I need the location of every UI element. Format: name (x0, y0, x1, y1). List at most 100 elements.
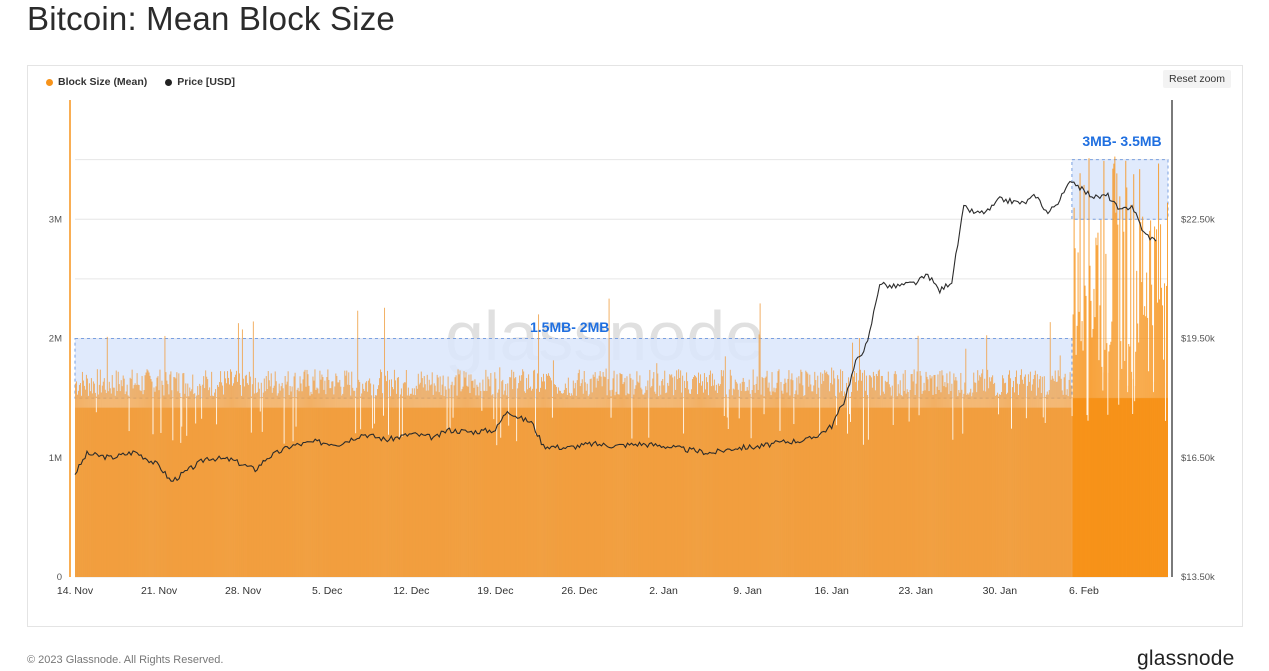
block-size-dip (372, 398, 374, 429)
block-size-bar (308, 385, 310, 577)
block-size-bar (927, 379, 929, 577)
block-size-bar (251, 384, 253, 577)
block-size-bar (388, 379, 390, 577)
y-left-tick-label: 1M (49, 453, 62, 464)
block-size-bar (109, 388, 111, 577)
legend-item-block-size[interactable]: Block Size (Mean) (46, 76, 147, 88)
block-size-bar (567, 377, 569, 577)
block-size-bar (1040, 392, 1042, 577)
block-size-bar (1045, 394, 1047, 577)
block-size-bar (883, 393, 885, 577)
block-size-bar (1020, 369, 1022, 577)
block-size-bar (971, 396, 973, 577)
block-size-bar (1047, 394, 1049, 577)
block-size-dip (998, 398, 1000, 415)
block-size-bar (904, 370, 906, 577)
block-size-bar (728, 389, 730, 577)
block-size-bar (205, 370, 207, 577)
block-size-bar (203, 376, 205, 577)
block-size-bar (815, 380, 817, 577)
block-size-bar (852, 342, 854, 577)
block-size-bar (880, 375, 882, 577)
block-size-bar (112, 387, 114, 577)
block-size-bar (311, 394, 313, 577)
block-size-bar (432, 394, 434, 577)
block-size-bar (457, 369, 459, 577)
block-size-bar (412, 394, 414, 577)
block-size-bar (675, 389, 677, 577)
block-size-bar (907, 392, 909, 577)
block-size-bar (122, 375, 124, 577)
block-size-bar (1008, 374, 1010, 577)
block-size-bar (217, 385, 219, 577)
block-size-bar (780, 381, 782, 577)
block-size-bar (860, 380, 862, 577)
block-size-bar (124, 394, 126, 577)
block-size-bar (817, 375, 819, 577)
block-size-bar (1121, 368, 1123, 577)
block-size-bar (320, 379, 322, 577)
block-size-bar (652, 378, 654, 577)
block-size-bar (176, 372, 178, 577)
block-size-bar (116, 391, 118, 577)
block-size-bar (954, 380, 956, 577)
block-size-bar (616, 374, 618, 577)
block-size-bar (336, 375, 338, 577)
block-size-bar (183, 372, 185, 577)
block-size-bar (316, 387, 318, 577)
block-size-bar (748, 379, 750, 577)
block-size-bar (603, 376, 605, 577)
block-size-bar (208, 390, 210, 577)
block-size-bar (381, 372, 383, 577)
block-size-bar (794, 394, 796, 577)
block-size-bar (641, 389, 643, 577)
block-size-bar (278, 383, 280, 577)
block-size-bar (1056, 381, 1058, 577)
reset-zoom-button[interactable]: Reset zoom (1163, 70, 1231, 88)
block-size-bar (345, 375, 347, 577)
block-size-bar (637, 381, 639, 577)
block-size-bar (756, 376, 758, 577)
block-size-bar (661, 380, 663, 577)
block-size-bar (238, 373, 240, 577)
block-size-bar (475, 395, 477, 577)
block-size-dip (160, 398, 162, 433)
block-size-bar (701, 381, 703, 577)
block-size-bar (925, 371, 927, 577)
block-size-bar (449, 397, 451, 577)
block-size-bar (735, 381, 737, 577)
block-size-bar (1001, 392, 1003, 577)
annotation-label: 3MB- 3.5MB (1082, 133, 1161, 149)
block-size-bar (139, 390, 141, 577)
block-size-bar (121, 386, 123, 577)
chart-legend: Block Size (Mean) Price [USD] (46, 76, 235, 88)
block-size-bar (144, 375, 146, 577)
block-size-dip (918, 398, 920, 416)
block-size-bar (743, 381, 745, 577)
block-size-bar (623, 382, 625, 577)
block-size-bar (110, 393, 112, 577)
block-size-bar (874, 390, 876, 577)
block-size-bar (531, 390, 533, 577)
block-size-bar (930, 378, 932, 577)
block-size-bar (956, 380, 958, 577)
block-size-bar (730, 375, 732, 577)
block-size-bar (1097, 232, 1099, 577)
block-size-bar (440, 395, 442, 577)
block-size-bar (724, 356, 726, 577)
block-size-bar (195, 398, 197, 577)
block-size-bar (706, 382, 708, 577)
block-size-bar (634, 388, 636, 577)
block-size-bar (660, 394, 662, 577)
block-size-bar (1139, 169, 1141, 577)
block-size-bar (187, 383, 189, 577)
block-size-bar (369, 378, 371, 577)
block-size-bar (277, 393, 279, 577)
block-size-bar (444, 386, 446, 577)
block-size-bar (485, 369, 487, 577)
block-size-bar (185, 383, 187, 577)
block-size-bar (610, 396, 612, 577)
block-size-bar (1166, 285, 1168, 577)
block-size-bar (861, 372, 863, 577)
legend-item-price[interactable]: Price [USD] (165, 76, 235, 88)
